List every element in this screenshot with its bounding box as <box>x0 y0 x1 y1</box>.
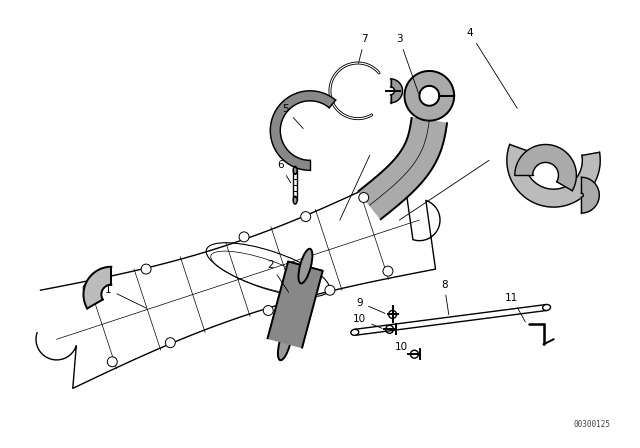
Polygon shape <box>410 125 446 132</box>
Polygon shape <box>409 132 444 142</box>
Polygon shape <box>362 187 386 216</box>
Text: 8: 8 <box>441 280 449 314</box>
Polygon shape <box>36 171 440 388</box>
Polygon shape <box>390 163 417 189</box>
Text: 4: 4 <box>467 28 517 108</box>
Polygon shape <box>376 176 401 204</box>
Polygon shape <box>380 172 406 200</box>
Ellipse shape <box>351 329 359 335</box>
Polygon shape <box>395 158 423 182</box>
Text: 10: 10 <box>395 342 412 354</box>
Polygon shape <box>406 140 440 155</box>
Circle shape <box>301 211 310 222</box>
Polygon shape <box>410 123 446 131</box>
Polygon shape <box>411 122 446 129</box>
Polygon shape <box>394 159 422 184</box>
Polygon shape <box>397 154 427 177</box>
Ellipse shape <box>278 326 292 360</box>
Polygon shape <box>364 185 388 215</box>
Polygon shape <box>369 181 394 211</box>
Text: 2: 2 <box>267 260 289 292</box>
Polygon shape <box>386 167 413 194</box>
Polygon shape <box>371 180 396 209</box>
Circle shape <box>141 264 151 274</box>
Text: 00300125: 00300125 <box>573 420 610 429</box>
Polygon shape <box>399 153 428 176</box>
Ellipse shape <box>293 166 297 174</box>
Text: 11: 11 <box>505 293 525 322</box>
Polygon shape <box>507 144 600 207</box>
Polygon shape <box>412 118 447 125</box>
Polygon shape <box>389 164 415 190</box>
Polygon shape <box>404 144 436 162</box>
Polygon shape <box>407 138 441 151</box>
Polygon shape <box>408 137 442 149</box>
Polygon shape <box>392 160 420 185</box>
Polygon shape <box>401 148 433 169</box>
Polygon shape <box>401 150 432 170</box>
Polygon shape <box>372 178 397 207</box>
Text: 7: 7 <box>358 34 368 63</box>
Polygon shape <box>515 145 577 191</box>
Ellipse shape <box>293 196 297 204</box>
Polygon shape <box>378 174 403 203</box>
Polygon shape <box>410 129 445 139</box>
Text: 10: 10 <box>353 314 382 328</box>
Polygon shape <box>410 126 445 134</box>
Polygon shape <box>358 190 383 219</box>
Text: 5: 5 <box>282 104 303 129</box>
Polygon shape <box>406 141 439 156</box>
Polygon shape <box>365 184 390 213</box>
Polygon shape <box>406 139 440 153</box>
Text: 9: 9 <box>356 297 385 313</box>
Polygon shape <box>411 121 447 128</box>
Polygon shape <box>408 134 443 146</box>
Circle shape <box>108 357 117 367</box>
Circle shape <box>263 306 273 315</box>
Polygon shape <box>385 168 411 195</box>
Polygon shape <box>410 129 445 137</box>
Circle shape <box>359 193 369 202</box>
Polygon shape <box>383 169 409 197</box>
Polygon shape <box>396 156 424 181</box>
Circle shape <box>83 283 93 293</box>
Polygon shape <box>404 145 436 164</box>
Circle shape <box>165 338 175 348</box>
Polygon shape <box>355 305 547 335</box>
Polygon shape <box>367 183 392 212</box>
Circle shape <box>239 232 249 242</box>
Polygon shape <box>405 142 438 158</box>
Polygon shape <box>403 146 435 165</box>
Polygon shape <box>403 147 434 167</box>
Text: 3: 3 <box>396 34 419 93</box>
Polygon shape <box>409 131 444 141</box>
Text: 1: 1 <box>105 284 147 308</box>
Polygon shape <box>404 71 454 121</box>
Polygon shape <box>400 151 431 172</box>
Polygon shape <box>379 173 404 202</box>
Ellipse shape <box>298 249 312 284</box>
Polygon shape <box>360 188 385 218</box>
Polygon shape <box>399 152 429 174</box>
Polygon shape <box>391 161 419 187</box>
Polygon shape <box>387 165 414 192</box>
Polygon shape <box>270 91 335 170</box>
Polygon shape <box>390 79 403 103</box>
Polygon shape <box>382 170 408 198</box>
Circle shape <box>383 266 393 276</box>
Polygon shape <box>410 127 445 136</box>
Polygon shape <box>83 267 111 309</box>
Polygon shape <box>397 155 426 179</box>
Polygon shape <box>412 119 447 126</box>
Polygon shape <box>581 177 599 213</box>
Polygon shape <box>268 262 323 348</box>
Ellipse shape <box>543 305 550 310</box>
Polygon shape <box>374 177 399 206</box>
Text: 6: 6 <box>277 160 291 183</box>
Polygon shape <box>408 135 442 147</box>
Circle shape <box>325 285 335 295</box>
Polygon shape <box>404 143 438 160</box>
Polygon shape <box>408 133 444 144</box>
